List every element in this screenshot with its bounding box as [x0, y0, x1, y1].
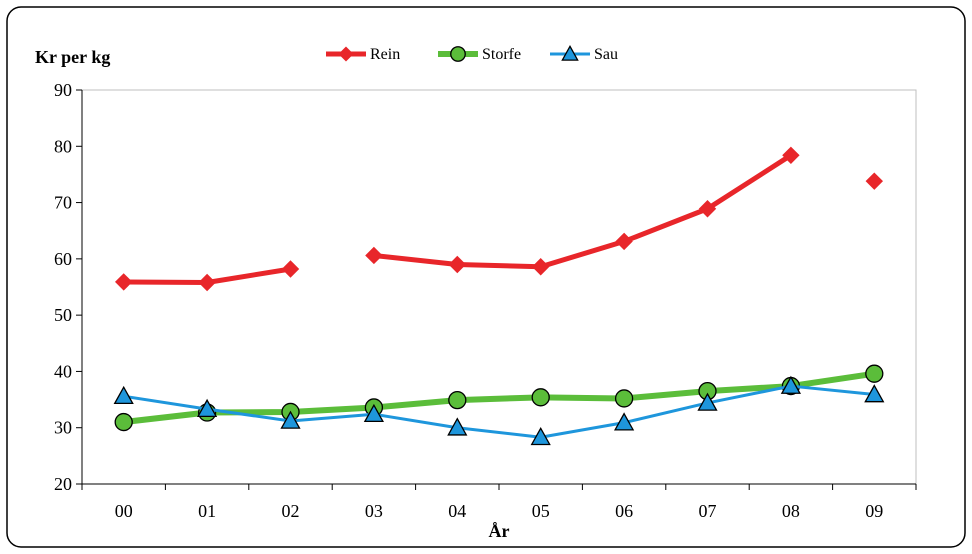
data-point-sau	[196, 398, 218, 417]
data-point-storfe	[531, 388, 550, 407]
data-point-sau	[613, 412, 635, 431]
y-tick-label: 70	[54, 193, 72, 213]
x-tick-label: 01	[198, 501, 216, 521]
legend-marker	[338, 46, 354, 62]
y-tick-label: 40	[54, 361, 72, 381]
x-tick-label: 08	[782, 501, 800, 521]
y-tick-label: 80	[54, 136, 72, 156]
data-point-sau	[280, 410, 301, 429]
series-sau	[113, 375, 885, 446]
chart-frame: Kr per kg År 20 30 40 50 60 70 80 90 00 01 02 03 04 0…	[6, 6, 966, 548]
y-tick-label: 90	[54, 80, 72, 100]
y-tick-label: 30	[54, 418, 72, 438]
y-tick-label: 20	[54, 474, 72, 494]
series-rein	[114, 146, 884, 292]
legend-label: Sau	[594, 46, 618, 63]
data-point-sau	[363, 403, 385, 423]
axes: 20 30 40 50 60 70 80 90 00 01 02 03 04 05 06 07 08 09	[54, 80, 917, 521]
data-point-rein	[782, 146, 800, 164]
x-tick-label: 06	[615, 501, 633, 521]
legend-marker	[450, 46, 466, 62]
data-point-sau	[780, 375, 802, 394]
data-point-storfe	[448, 390, 467, 410]
data-point-rein	[198, 273, 216, 292]
y-tick-label: 50	[54, 305, 72, 325]
data-point-storfe	[614, 389, 634, 408]
x-tick-label: 00	[115, 501, 133, 521]
x-tick-label: 03	[365, 501, 383, 521]
x-tick-label: 02	[282, 501, 300, 521]
data-point-sau	[697, 392, 718, 411]
series-line-rein	[371, 152, 794, 270]
data-point-rein	[281, 260, 300, 278]
chart-border	[6, 6, 966, 548]
x-tick-label: 07	[699, 501, 717, 521]
data-point-sau	[864, 384, 885, 403]
data-point-sau	[447, 417, 468, 436]
series-line-sau	[122, 384, 876, 439]
data-point-rein	[615, 232, 633, 251]
legend: Rein Storfe Sau	[326, 45, 618, 63]
x-tick-label: 05	[532, 501, 550, 521]
legend-label: Rein	[370, 46, 400, 63]
y-axis-title: Kr per kg	[35, 47, 110, 67]
series-line-storfe	[120, 370, 878, 426]
legend-marker	[561, 45, 579, 61]
legend-label: Storfe	[482, 46, 521, 63]
data-point-rein	[114, 273, 133, 291]
data-point-sau	[113, 385, 134, 405]
series-layer	[113, 146, 885, 446]
x-tick-label: 04	[448, 501, 466, 521]
y-tick-label: 60	[54, 249, 72, 269]
data-point-storfe	[865, 364, 884, 383]
data-point-storfe	[114, 412, 133, 432]
x-tick-label: 09	[865, 501, 883, 521]
line-chart: Kr per kg År 20 30 40 50 60 70 80 90 00 01 02 03 04 0…	[6, 6, 966, 548]
x-axis-title: År	[489, 521, 510, 541]
data-point-sau	[530, 426, 551, 446]
data-point-rein	[365, 246, 383, 265]
data-point-rein	[448, 255, 467, 274]
data-point-rein	[865, 172, 884, 190]
data-point-rein	[531, 258, 550, 276]
data-point-rein	[698, 200, 717, 218]
